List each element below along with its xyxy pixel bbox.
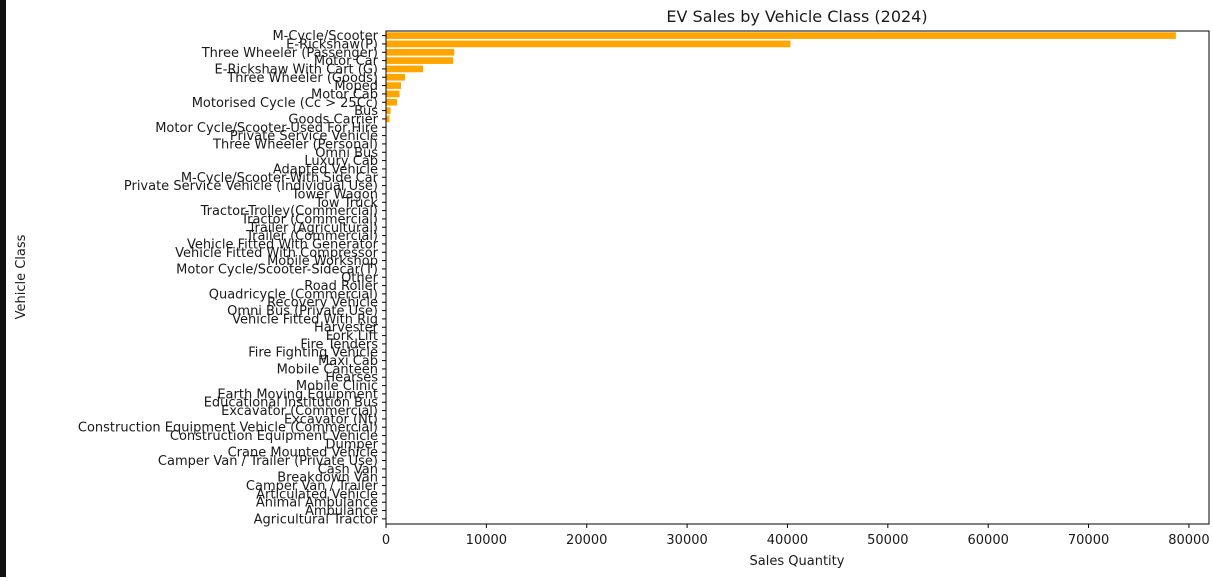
x-tick-label: 60000 xyxy=(968,533,1009,548)
x-tick-label: 30000 xyxy=(666,533,707,548)
x-axis-ticks: 0 10000 20000 30000 40000 50000 60000 70000 8000… xyxy=(382,524,1210,548)
bar xyxy=(386,49,454,56)
x-tick-label: 0 xyxy=(382,533,390,548)
x-tick-label: 10000 xyxy=(466,533,507,548)
plot-frame xyxy=(386,31,1209,524)
bar xyxy=(386,99,397,106)
bar xyxy=(386,116,390,123)
y-tick-label: Motorised Cycle (Cc > 25Cc) xyxy=(192,96,378,111)
bars-group xyxy=(386,32,1176,522)
y-axis-label: Vehicle Class xyxy=(14,234,29,319)
chart-title: EV Sales by Vehicle Class (2024) xyxy=(666,7,927,26)
bar xyxy=(386,82,401,89)
x-tick-label: 70000 xyxy=(1068,533,1109,548)
bar xyxy=(386,32,1176,39)
bar xyxy=(386,66,423,73)
bar xyxy=(386,107,391,114)
x-tick-label: 40000 xyxy=(767,533,808,548)
x-tick-label: 50000 xyxy=(867,533,908,548)
x-tick-label: 20000 xyxy=(566,533,607,548)
x-tick-label: 80000 xyxy=(1168,533,1209,548)
y-tick-label: Agricultural Tractor xyxy=(254,512,379,527)
bar xyxy=(386,57,453,64)
bar xyxy=(386,41,790,48)
x-axis-label: Sales Quantity xyxy=(750,554,845,569)
window-edge xyxy=(0,0,6,577)
bar xyxy=(386,91,400,98)
bar xyxy=(386,74,405,81)
